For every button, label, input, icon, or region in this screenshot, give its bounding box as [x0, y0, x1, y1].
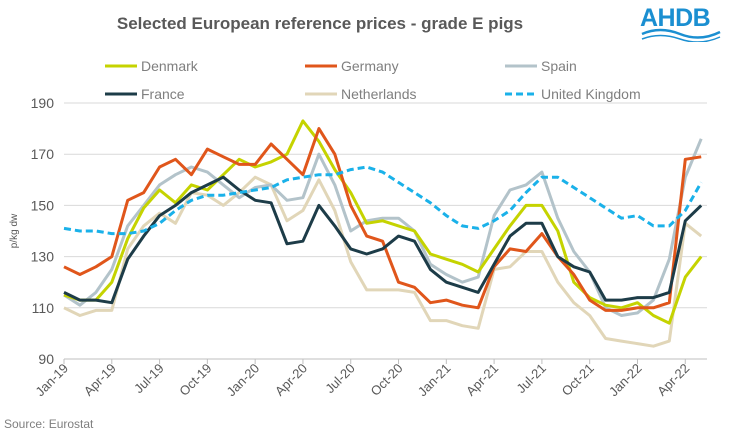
x-tick-label: Jul-19: [131, 361, 167, 397]
logo-wave-icon: [641, 28, 721, 42]
x-tick-label: Oct-19: [176, 361, 214, 399]
series-line-france: [63, 175, 703, 305]
legend-label: Germany: [341, 58, 399, 74]
x-tick-label: Apr-20: [272, 361, 310, 399]
y-tick-label: 110: [32, 300, 55, 316]
series-line-denmark: [63, 119, 703, 325]
x-tick-label: Oct-21: [559, 361, 597, 399]
y-tick-label: 190: [31, 95, 55, 111]
ahdb-logo: AHDB: [640, 4, 725, 42]
logo-text: AHDB: [640, 4, 711, 32]
legend-label: Denmark: [141, 58, 199, 74]
chart-title: Selected European reference prices - gra…: [116, 14, 524, 33]
y-tick-label: 90: [38, 351, 54, 367]
series-line-united-kingdom: [63, 165, 703, 236]
legend-label: Netherlands: [341, 86, 417, 102]
series-line-germany: [63, 127, 702, 312]
x-tick-label: Oct-20: [367, 361, 405, 399]
x-tick-label: Jul-20: [322, 361, 358, 397]
x-tick-label: Apr-22: [654, 361, 692, 399]
legend-label: United Kingdom: [541, 86, 641, 102]
y-tick-label: 130: [31, 249, 55, 265]
series-line-netherlands: [63, 175, 703, 348]
x-tick-label: Jan-21: [415, 361, 454, 400]
x-tick-label: Apr-19: [81, 361, 119, 399]
y-tick-label: 170: [31, 146, 55, 162]
y-axis-label: p/kg dw: [9, 213, 20, 248]
x-tick-label: Jan-20: [224, 361, 263, 400]
source-note: Source: Eurostat: [4, 417, 94, 431]
y-tick-label: 150: [31, 197, 55, 213]
x-tick-label: Jul-21: [513, 361, 549, 397]
x-tick-label: Jan-22: [606, 361, 645, 400]
x-tick-label: Apr-21: [463, 361, 501, 399]
legend-label: France: [141, 86, 185, 102]
legend-label: Spain: [541, 58, 577, 74]
